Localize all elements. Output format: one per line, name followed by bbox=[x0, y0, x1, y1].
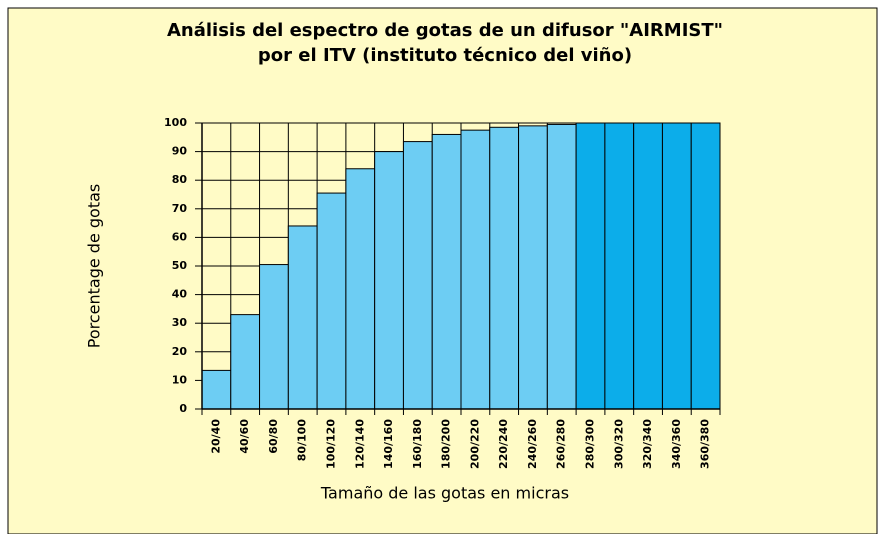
bar bbox=[230, 314, 261, 410]
chart-title: Análisis del espectro de gotas de un dif… bbox=[167, 20, 723, 41]
y-tick-label: 10 bbox=[172, 373, 188, 386]
bar bbox=[374, 151, 404, 410]
bar bbox=[518, 125, 548, 410]
y-tick-label: 80 bbox=[172, 173, 188, 186]
x-axis-label: Tamaño de las gotas en micras bbox=[320, 484, 569, 503]
y-tick-label: 100 bbox=[164, 116, 187, 129]
bar bbox=[546, 123, 577, 410]
y-tick-label: 50 bbox=[172, 259, 188, 272]
x-tick-label: 360/380 bbox=[699, 419, 712, 469]
y-tick-label: 0 bbox=[179, 402, 187, 415]
bar bbox=[345, 168, 376, 410]
x-tick-label: 340/360 bbox=[670, 419, 683, 469]
x-tick-label: 240/260 bbox=[526, 419, 539, 469]
bar bbox=[201, 369, 232, 410]
y-tick-label: 60 bbox=[172, 230, 188, 243]
x-tick-label: 200/220 bbox=[468, 419, 481, 469]
x-tick-label: 160/180 bbox=[411, 419, 424, 469]
x-tick-label: 180/200 bbox=[440, 419, 453, 469]
y-axis-label: Porcentage de gotas bbox=[85, 184, 104, 348]
bar bbox=[431, 133, 462, 410]
bar bbox=[633, 122, 663, 410]
bar bbox=[661, 122, 692, 410]
bar bbox=[287, 225, 318, 410]
bar bbox=[460, 129, 491, 410]
x-tick-label: 80/100 bbox=[296, 419, 309, 462]
bar bbox=[402, 141, 433, 410]
chart-title: por el ITV (instituto técnico del viño) bbox=[258, 45, 632, 66]
y-tick-label: 90 bbox=[172, 145, 188, 158]
x-tick-label: 120/140 bbox=[353, 419, 366, 469]
x-tick-label: 140/160 bbox=[382, 419, 395, 469]
bar bbox=[690, 122, 721, 410]
bar bbox=[489, 126, 520, 410]
x-tick-label: 220/240 bbox=[497, 419, 510, 469]
x-tick-label: 280/300 bbox=[584, 419, 597, 469]
x-tick-label: 40/60 bbox=[238, 419, 251, 454]
x-tick-label: 260/280 bbox=[555, 419, 568, 469]
y-tick-label: 30 bbox=[172, 316, 188, 329]
x-tick-label: 100/120 bbox=[325, 419, 338, 469]
bar bbox=[575, 122, 606, 410]
y-tick-label: 40 bbox=[172, 288, 188, 301]
x-tick-label: 320/340 bbox=[641, 419, 654, 469]
x-tick-label: 300/320 bbox=[612, 419, 625, 469]
x-tick-label: 20/40 bbox=[209, 419, 222, 454]
bar bbox=[604, 122, 635, 410]
y-tick-label: 20 bbox=[172, 345, 188, 358]
bar bbox=[316, 192, 347, 410]
y-tick-label: 70 bbox=[172, 202, 188, 215]
bar bbox=[259, 264, 289, 410]
x-tick-label: 60/80 bbox=[267, 419, 280, 454]
